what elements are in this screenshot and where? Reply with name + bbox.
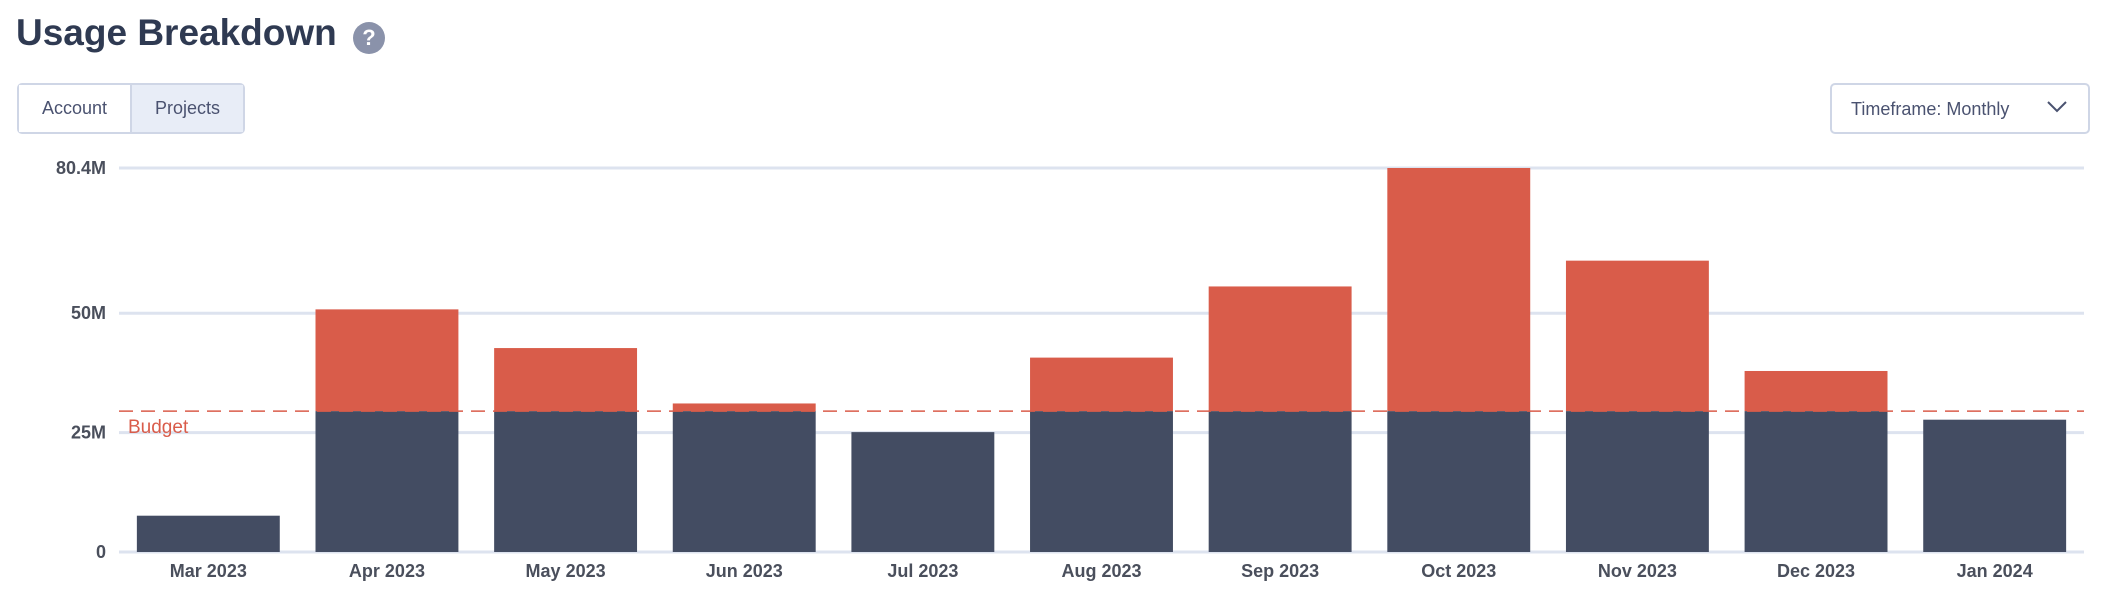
budget-label: Budget bbox=[128, 417, 189, 438]
bar-segment bbox=[1387, 411, 1531, 552]
x-tick-label: Apr 2023 bbox=[349, 561, 425, 581]
help-button[interactable]: ? bbox=[353, 22, 385, 54]
bar-segment bbox=[1387, 168, 1531, 412]
x-tick-label: Mar 2023 bbox=[170, 561, 247, 581]
x-tick-label: Oct 2023 bbox=[1421, 561, 1496, 581]
bar-segment bbox=[1208, 411, 1352, 552]
bar-segment bbox=[1565, 411, 1709, 552]
bar-segment bbox=[1744, 370, 1888, 412]
x-tick-label: Nov 2023 bbox=[1598, 561, 1677, 581]
chart: 0 25M 50M 80.4M Mar 2023 Apr 2023 May 2023 Jun … bbox=[56, 158, 2084, 581]
bar-segment bbox=[851, 432, 995, 552]
x-tick-label: Jul 2023 bbox=[887, 561, 958, 581]
page-title: Usage Breakdown bbox=[16, 12, 337, 53]
y-tick-label: 25M bbox=[71, 422, 106, 442]
y-tick-label: 50M bbox=[71, 303, 106, 323]
tab-label[interactable]: Account bbox=[42, 98, 107, 118]
x-tick-label: Jan 2024 bbox=[1957, 561, 2033, 581]
help-text[interactable]: ? bbox=[362, 25, 375, 50]
x-tick-label: Sep 2023 bbox=[1241, 561, 1319, 581]
x-tick-label: Jun 2023 bbox=[706, 561, 783, 581]
tab-group: Account Projects bbox=[17, 83, 245, 134]
tab[interactable] bbox=[19, 85, 130, 132]
bar-segment bbox=[672, 411, 816, 552]
tab-label[interactable]: Projects bbox=[155, 98, 220, 118]
help-icon[interactable] bbox=[353, 22, 385, 54]
tab[interactable] bbox=[132, 85, 243, 132]
bar-segment bbox=[1923, 419, 2067, 552]
bar-segment bbox=[1030, 411, 1173, 552]
bar-segment bbox=[1208, 286, 1352, 412]
bar-segment bbox=[1744, 411, 1888, 552]
bar-segment bbox=[136, 515, 280, 552]
bar-segment bbox=[672, 403, 816, 412]
dropdown-box[interactable] bbox=[1830, 83, 2090, 134]
bar-segment bbox=[1030, 357, 1173, 412]
bar-segment bbox=[315, 411, 459, 552]
bar-segment bbox=[494, 348, 638, 412]
y-tick-label: 0 bbox=[96, 542, 106, 562]
x-tick-label: May 2023 bbox=[526, 561, 606, 581]
bar-segment bbox=[1565, 260, 1709, 412]
bar-segment bbox=[315, 309, 459, 412]
chevron[interactable] bbox=[2047, 101, 2067, 113]
x-tick-label: Dec 2023 bbox=[1777, 561, 1855, 581]
y-tick-label: 80.4M bbox=[56, 158, 106, 178]
bar-segment bbox=[494, 411, 638, 552]
dropdown-label[interactable]: Timeframe: Monthly bbox=[1851, 99, 2009, 119]
timeframe-dropdown[interactable]: Timeframe: Monthly bbox=[1830, 83, 2090, 134]
x-tick-label: Aug 2023 bbox=[1061, 561, 1141, 581]
